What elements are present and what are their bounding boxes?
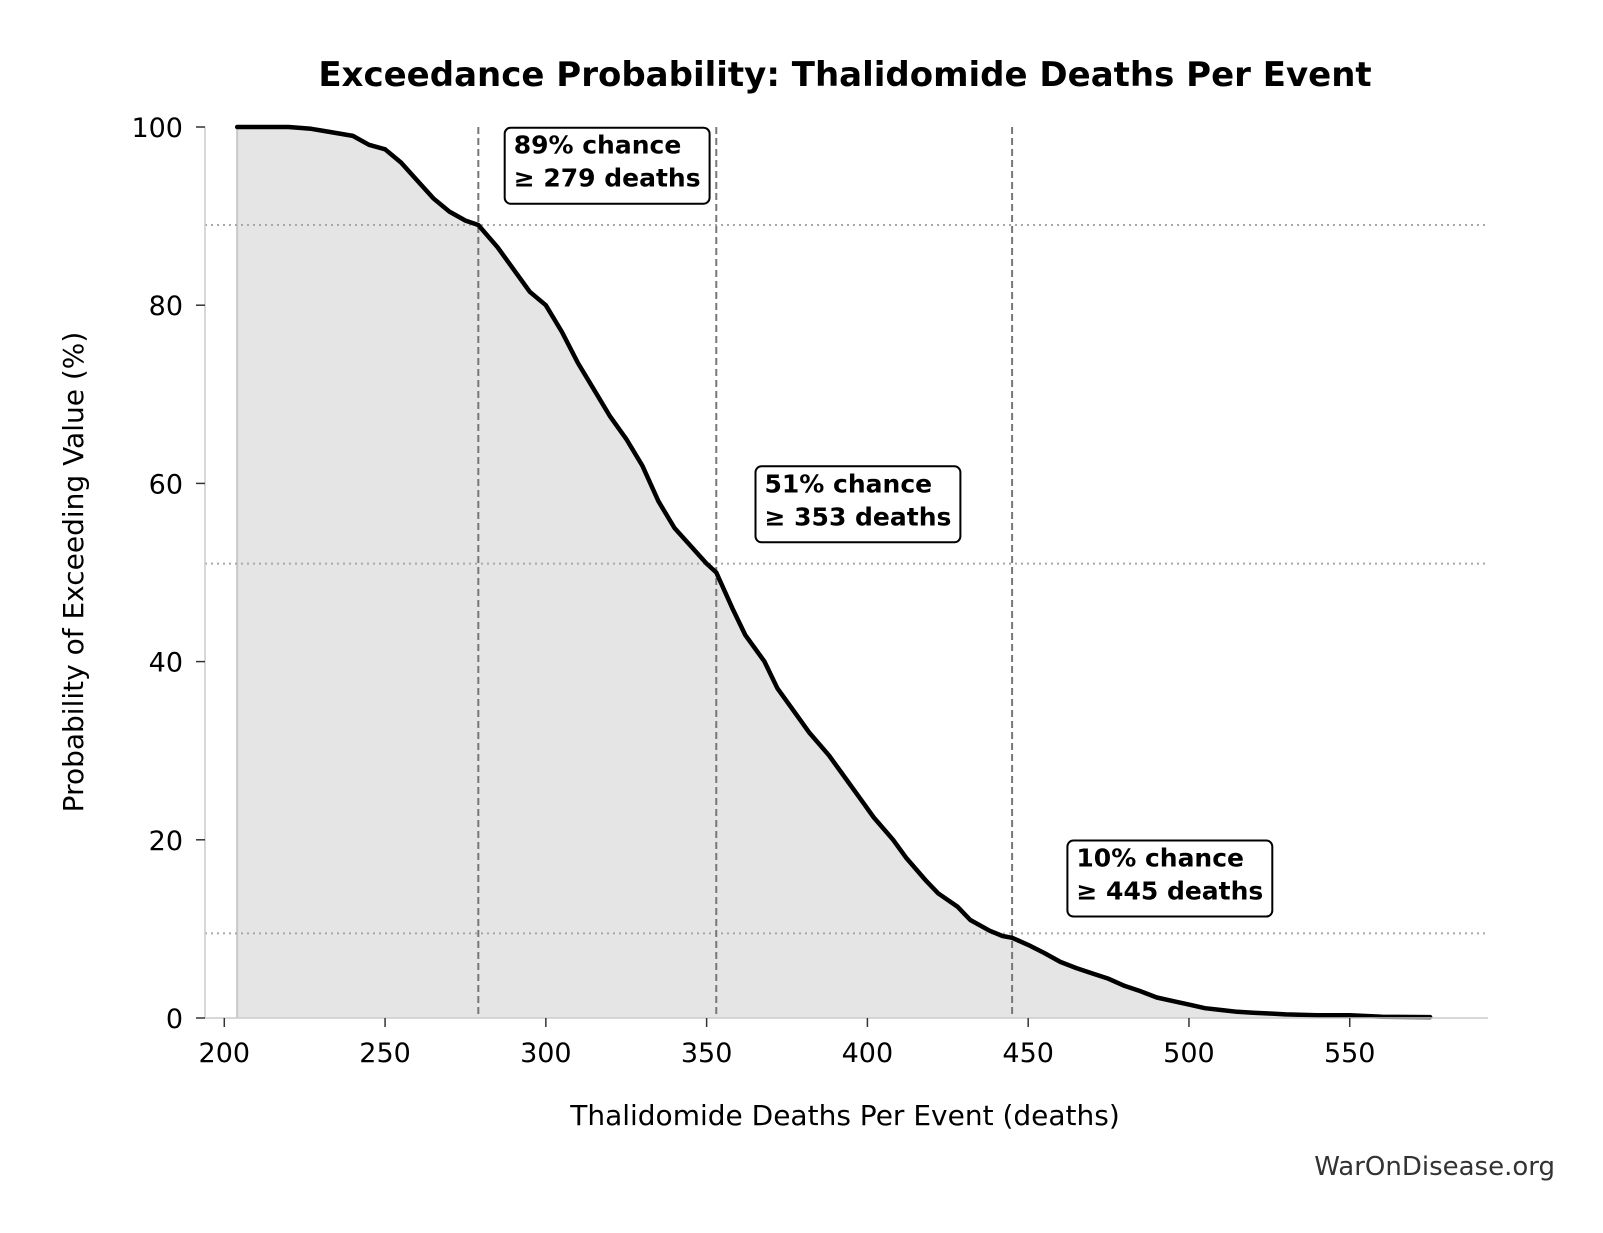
annotation-line-2: ≥ 353 deaths [765,502,952,531]
source-credit: WarOnDisease.org [1314,1152,1555,1182]
annotation-line-2: ≥ 445 deaths [1076,877,1263,906]
y-tick-label: 0 [166,1004,183,1035]
annotation-box: 89% chance ≥ 279 deaths [503,126,711,205]
x-tick-label: 400 [842,1038,894,1069]
x-tick-label: 550 [1324,1038,1376,1069]
x-tick-label: 200 [199,1038,251,1069]
y-axis-label: Probability of Exceeding Value (%) [57,332,90,813]
annotation-box: 51% chance ≥ 353 deaths [754,465,962,544]
y-tick-label: 100 [131,113,183,144]
y-tick-label: 60 [149,469,183,500]
exceedance-curve [234,124,1433,1020]
y-tick-label: 80 [149,291,183,322]
chart-title: Exceedance Probability: Thalidomide Deat… [318,55,1371,95]
x-tick-label: 350 [681,1038,733,1069]
plot-area: 200 250 300 350 400 450 500 550 0 20 40 60 80 100 89% … [131,113,1488,1069]
annotation-frame [754,465,962,544]
annotation-line-1: 89% chance [514,131,682,160]
x-tick-label: 500 [1163,1038,1215,1069]
x-axis-label: Thalidomide Deaths Per Event (deaths) [569,1099,1120,1132]
annotation-line-1: 10% chance [1076,844,1244,873]
annotation-frame [503,126,711,205]
x-tick-label: 300 [520,1038,572,1069]
x-tick-label: 450 [1002,1038,1054,1069]
annotation-frame [1066,839,1274,918]
annotation-line-1: 51% chance [765,469,933,498]
annotation-box: 10% chance ≥ 445 deaths [1066,839,1274,918]
annotation-line-2: ≥ 279 deaths [514,164,701,193]
area-fill [237,127,1431,1018]
x-tick-label: 250 [359,1038,411,1069]
y-tick-label: 40 [149,648,183,679]
y-tick-label: 20 [149,826,183,857]
